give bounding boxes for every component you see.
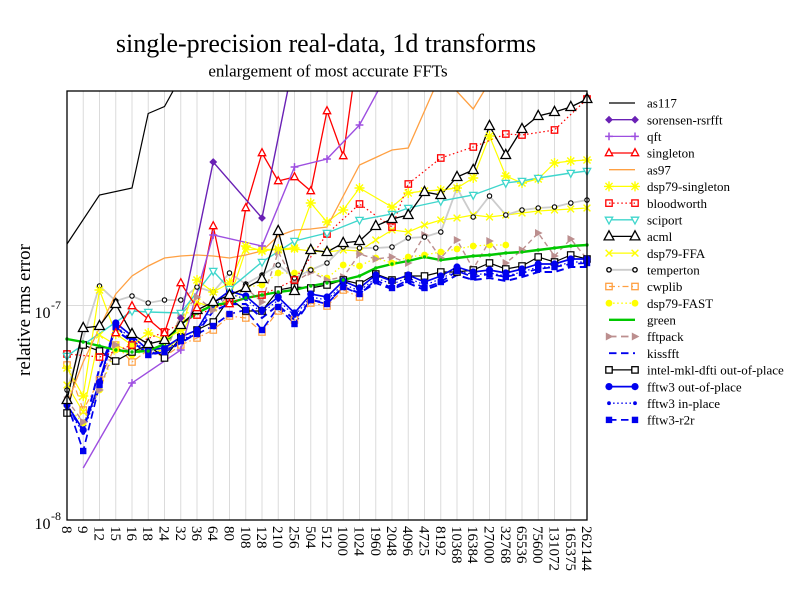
svg-text:1960: 1960 (367, 526, 383, 556)
svg-text:10: 10 (35, 305, 51, 322)
svg-text:32768: 32768 (497, 526, 513, 564)
svg-text:sciport: sciport (647, 213, 683, 228)
svg-text:as97: as97 (647, 162, 671, 177)
svg-text:4725: 4725 (416, 526, 432, 556)
svg-text:65536: 65536 (513, 526, 529, 564)
svg-text:165375: 165375 (562, 526, 578, 571)
svg-text:210: 210 (269, 526, 285, 549)
svg-text:as117: as117 (647, 96, 677, 111)
svg-text:8: 8 (58, 526, 74, 534)
svg-text:acml: acml (647, 229, 673, 244)
svg-text:256: 256 (286, 526, 302, 549)
svg-text:15: 15 (107, 526, 123, 541)
svg-text:16384: 16384 (464, 526, 480, 564)
svg-text:-7: -7 (51, 298, 61, 312)
svg-text:32: 32 (172, 526, 188, 541)
svg-text:504: 504 (302, 526, 318, 549)
svg-text:dsp79-FAST: dsp79-FAST (647, 296, 713, 311)
svg-text:128: 128 (253, 526, 269, 549)
svg-text:80: 80 (221, 526, 237, 541)
svg-text:24: 24 (156, 526, 172, 542)
svg-text:single-precision real-data, 1d: single-precision real-data, 1d transform… (116, 29, 536, 58)
svg-text:enlargement of most accurate F: enlargement of most accurate FFTs (208, 62, 447, 81)
svg-text:-8: -8 (51, 509, 61, 523)
svg-text:sorensen-rsrfft: sorensen-rsrfft (647, 112, 723, 127)
svg-text:27000: 27000 (481, 526, 497, 564)
svg-text:fftw3 in-place: fftw3 in-place (647, 396, 720, 411)
svg-text:75600: 75600 (529, 526, 545, 564)
svg-text:4096: 4096 (399, 526, 415, 557)
svg-text:singleton: singleton (647, 146, 695, 161)
svg-text:fftw3-r2r: fftw3-r2r (647, 413, 695, 428)
svg-text:108: 108 (237, 526, 253, 549)
svg-text:9: 9 (74, 526, 90, 534)
svg-text:bloodworth: bloodworth (647, 196, 707, 211)
svg-text:dsp79-singleton: dsp79-singleton (647, 179, 731, 194)
svg-text:qft: qft (647, 129, 662, 144)
svg-text:36: 36 (188, 526, 204, 542)
svg-text:1024: 1024 (351, 526, 367, 557)
svg-text:512: 512 (318, 526, 334, 549)
svg-text:temperton: temperton (647, 263, 700, 278)
svg-text:cwplib: cwplib (647, 279, 682, 294)
svg-text:131072: 131072 (546, 526, 562, 571)
svg-text:dsp79-FFA: dsp79-FFA (647, 246, 706, 261)
svg-text:16: 16 (123, 526, 139, 542)
svg-text:kissfft: kissfft (647, 346, 680, 361)
svg-text:intel-mkl-dfti out-of-place: intel-mkl-dfti out-of-place (647, 363, 784, 378)
svg-text:64: 64 (204, 526, 220, 542)
svg-text:2048: 2048 (383, 526, 399, 556)
svg-text:fftpack: fftpack (647, 329, 684, 344)
svg-text:green: green (647, 313, 676, 328)
svg-text:18: 18 (139, 526, 155, 541)
svg-text:12: 12 (91, 526, 107, 541)
svg-text:262144: 262144 (578, 526, 594, 572)
svg-text:10: 10 (35, 516, 51, 533)
svg-text:fftw3 out-of-place: fftw3 out-of-place (647, 379, 742, 394)
svg-text:1000: 1000 (334, 526, 350, 556)
svg-text:8192: 8192 (432, 526, 448, 556)
svg-text:relative rms error: relative rms error (14, 243, 35, 376)
svg-text:10368: 10368 (448, 526, 464, 564)
